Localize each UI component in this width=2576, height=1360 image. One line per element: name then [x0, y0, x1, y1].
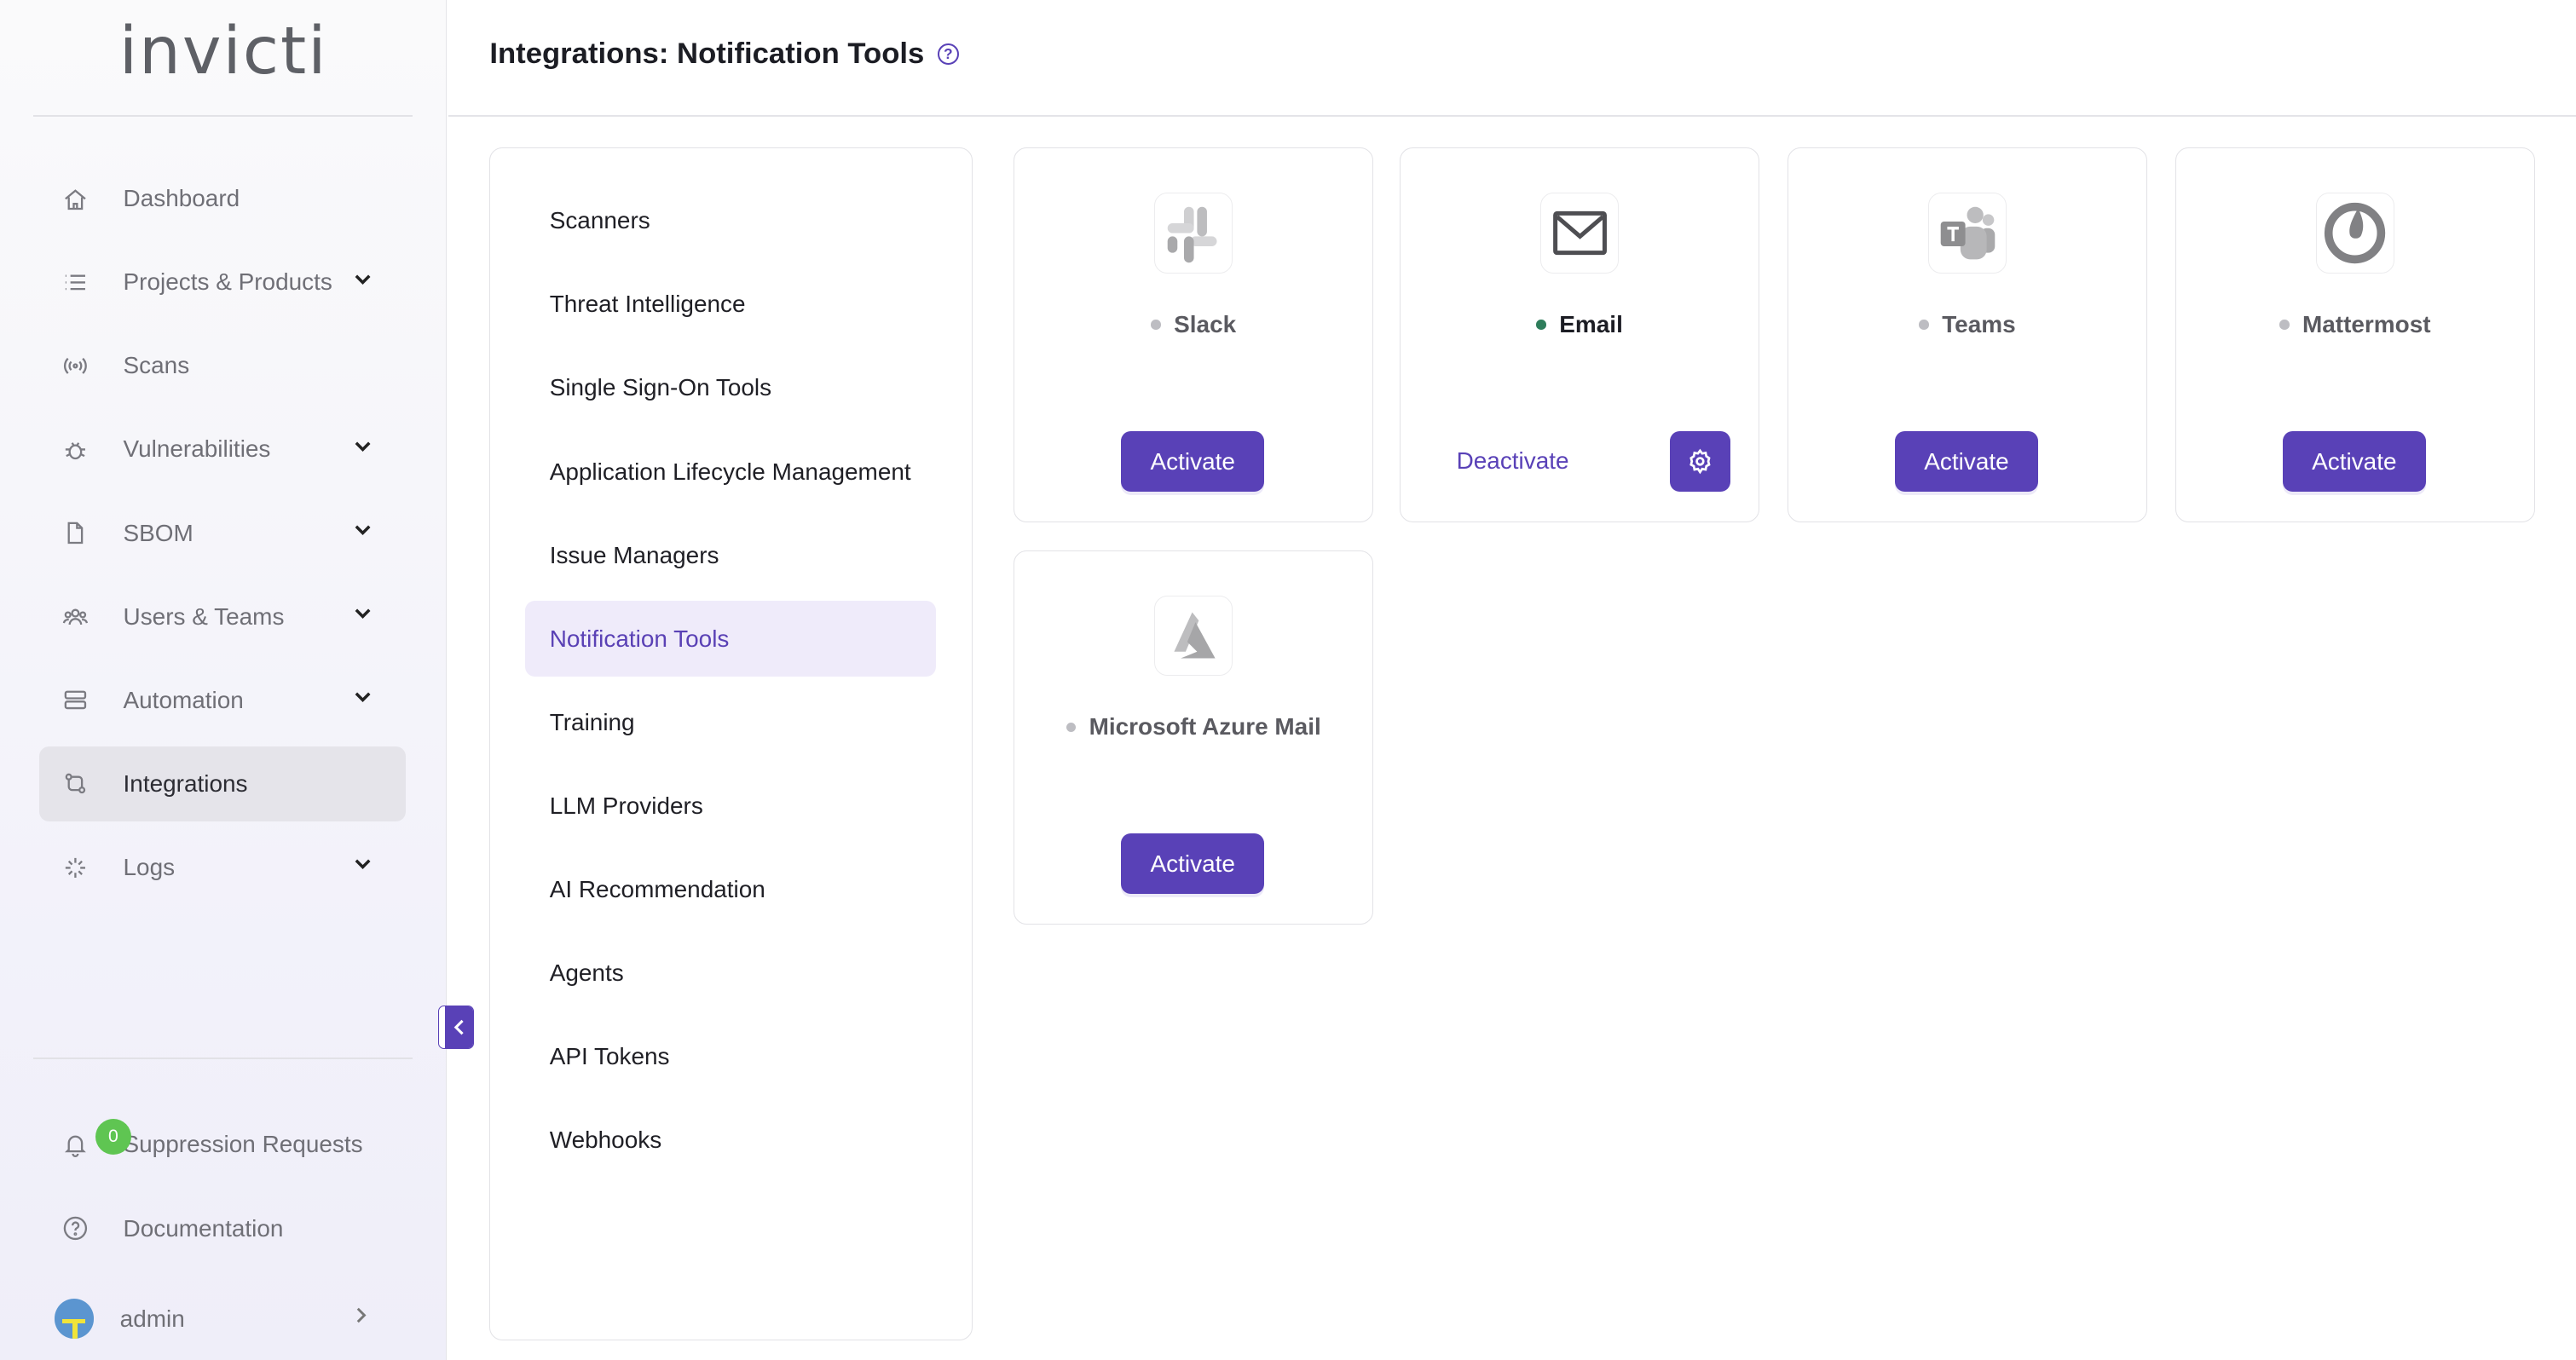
chevron-down-icon[interactable] [353, 851, 373, 879]
gear-icon [1689, 448, 1711, 475]
chevron-down-icon[interactable] [353, 433, 373, 460]
integration-name: Mattermost [2176, 311, 2534, 338]
category-notification-tools[interactable]: Notification Tools [524, 601, 936, 677]
chevron-down-icon[interactable] [353, 266, 373, 293]
sidebar-item-vulnerabilities[interactable]: Vulnerabilities [39, 412, 406, 487]
category-agents[interactable]: Agents [549, 959, 624, 987]
broadcast-icon [62, 353, 89, 379]
header-divider [448, 114, 2576, 117]
sidebar-item-users-teams[interactable]: Users & Teams [39, 579, 406, 654]
integration-card-email: Email Deactivate [1400, 147, 1760, 522]
category-application-lifecycle-management[interactable]: Application Lifecycle Management [549, 458, 911, 485]
integration-name-text: Teams [1942, 311, 2016, 338]
integration-name: Slack [1014, 311, 1372, 338]
activate-button[interactable]: Activate [1121, 833, 1265, 895]
integration-card-teams: Teams Activate [1787, 147, 2147, 522]
category-list: Scanners Threat Intelligence Single Sign-O… [489, 147, 973, 1340]
sidebar-item-projects-products[interactable]: Projects & Products [39, 245, 406, 320]
integration-name-text: Mattermost [2302, 311, 2431, 338]
status-dot [1066, 722, 1077, 733]
sidebar-item-dashboard[interactable]: Dashboard [39, 161, 406, 237]
sidebar-item-label: Users & Teams [123, 602, 285, 630]
invicti-logo: invicti [118, 13, 328, 90]
sidebar-item-label: Scans [123, 352, 190, 379]
page-title: Integrations: Notification Tools? [489, 37, 959, 71]
help-circle-icon [62, 1215, 89, 1242]
integration-card-slack: Slack Activate [1014, 147, 1374, 522]
sidebar-item-label: Vulnerabilities [123, 435, 271, 463]
page-title-text: Integrations: Notification Tools [489, 37, 925, 71]
list-icon [62, 269, 89, 296]
help-icon[interactable]: ? [937, 43, 959, 66]
slack-logo-icon [1153, 193, 1233, 274]
sidebar-item-label: Suppression Requests [123, 1131, 363, 1158]
sidebar-item-automation[interactable]: Automation [39, 662, 406, 738]
teams-logo-icon [1927, 193, 2007, 274]
user-name: admin [119, 1305, 185, 1332]
sidebar-item-sbom[interactable]: SBOM [39, 495, 406, 571]
bell-icon: 0 [62, 1118, 132, 1158]
category-training[interactable]: Training [549, 708, 635, 735]
integration-card-microsoft-azure-mail: Microsoft Azure Mail Activate [1014, 550, 1374, 925]
divider [32, 1057, 413, 1060]
status-dot [1919, 320, 1929, 331]
category-ai-recommendation[interactable]: AI Recommendation [549, 876, 765, 903]
chevron-down-icon[interactable] [353, 516, 373, 544]
collapse-sidebar-button[interactable] [437, 1006, 475, 1049]
activate-button[interactable]: Activate [2283, 430, 2426, 493]
users-icon [62, 603, 89, 630]
sparkle-icon [62, 855, 89, 881]
user-menu[interactable]: admin [39, 1281, 406, 1357]
integration-name: Teams [1788, 311, 2146, 338]
sidebar-item-label: Dashboard [123, 185, 240, 212]
sidebar: invicti Dashboard Projects & Products Scan… [0, 0, 448, 1360]
status-dot [2279, 320, 2290, 331]
file-icon [62, 520, 89, 546]
integration-icon [62, 770, 89, 797]
chevron-right-icon [353, 1304, 369, 1333]
integration-name: Email [1401, 311, 1759, 338]
microsoft-azure-mail-logo-icon [1153, 595, 1233, 677]
category-threat-intelligence[interactable]: Threat Intelligence [549, 291, 746, 318]
deactivate-button[interactable]: Deactivate [1456, 447, 1569, 475]
category-llm-providers[interactable]: LLM Providers [549, 792, 703, 819]
sidebar-item-scans[interactable]: Scans [39, 328, 406, 404]
status-dot [1536, 320, 1546, 331]
category-issue-managers[interactable]: Issue Managers [549, 541, 719, 568]
category-single-sign-on-tools[interactable]: Single Sign-On Tools [549, 374, 772, 401]
category-webhooks[interactable]: Webhooks [549, 1127, 662, 1154]
status-dot [1151, 320, 1161, 331]
sidebar-item-suppression-requests[interactable]: 0 Suppression Requests [39, 1107, 406, 1183]
integration-card-mattermost: Mattermost Activate [2175, 147, 2535, 522]
sidebar-item-label: SBOM [123, 519, 193, 546]
mattermost-logo-icon [2315, 193, 2395, 274]
server-icon [62, 687, 89, 713]
home-icon [62, 186, 89, 212]
settings-button[interactable] [1670, 430, 1731, 493]
integration-name-text: Microsoft Azure Mail [1089, 713, 1321, 741]
sidebar-item-documentation[interactable]: Documentation [39, 1190, 406, 1266]
category-scanners[interactable]: Scanners [549, 207, 650, 234]
integration-name-text: Email [1559, 311, 1623, 338]
sidebar-item-label: Logs [123, 853, 176, 880]
activate-button[interactable]: Activate [1895, 430, 2038, 493]
category-api-tokens[interactable]: API Tokens [549, 1043, 670, 1070]
integration-name: Microsoft Azure Mail [1014, 713, 1372, 741]
integration-name-text: Slack [1174, 311, 1237, 338]
sidebar-item-label: Documentation [123, 1214, 284, 1242]
sidebar-item-label: Integrations [123, 769, 248, 797]
divider [32, 114, 413, 117]
sidebar-item-label: Automation [123, 686, 244, 713]
email-logo-icon [1539, 193, 1620, 274]
avatar [54, 1299, 94, 1339]
bug-icon [62, 436, 89, 463]
chevron-down-icon[interactable] [353, 600, 373, 627]
activate-button[interactable]: Activate [1121, 430, 1265, 493]
sidebar-item-integrations[interactable]: Integrations [39, 746, 407, 822]
sidebar-item-logs[interactable]: Logs [39, 830, 406, 906]
chevron-down-icon[interactable] [353, 684, 373, 712]
suppression-count-badge: 0 [95, 1118, 132, 1155]
sidebar-item-label: Projects & Products [123, 268, 332, 296]
